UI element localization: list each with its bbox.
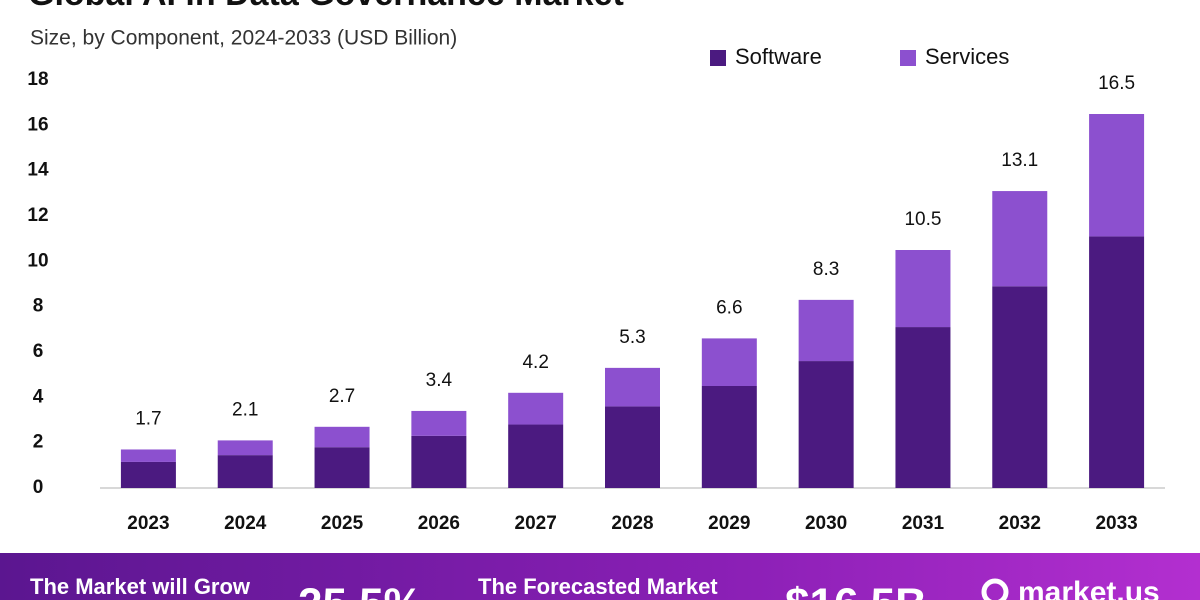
y-tick-label: 6 (33, 341, 44, 362)
bar-segment (217, 440, 273, 456)
total-label: 5.3 (619, 327, 645, 348)
y-tick-label: 18 (27, 69, 48, 90)
y-tick-label: 4 (33, 386, 44, 407)
x-tick-label: 2031 (902, 513, 945, 534)
x-tick-label: 2033 (1095, 513, 1137, 534)
total-label: 6.6 (716, 297, 742, 318)
bar-segment (895, 250, 951, 328)
total-label: 16.5 (1098, 73, 1135, 94)
y-tick-label: 12 (27, 205, 48, 226)
bar-segment (120, 449, 176, 462)
footer-banner: The Market will Grow 25.5% The Forecaste… (0, 553, 1200, 600)
bar-segment (217, 455, 273, 488)
total-label: 8.3 (813, 259, 839, 280)
bar-segment (1089, 114, 1145, 237)
bar-segment (895, 327, 951, 488)
x-tick-label: 2029 (708, 513, 750, 534)
total-label: 10.5 (904, 209, 941, 230)
total-label: 2.1 (232, 399, 258, 420)
y-tick-label: 16 (27, 114, 48, 135)
bar-segment (605, 367, 660, 407)
bar-segment (605, 406, 660, 488)
bar-segment (701, 386, 757, 488)
total-label: 4.2 (522, 352, 548, 373)
bar-segment (411, 410, 467, 436)
x-tick-label: 2026 (418, 513, 460, 534)
bar-segment (314, 426, 370, 448)
chart-title: Global AI in Data Governance Market (28, 0, 624, 13)
logo-icon (981, 578, 1009, 600)
x-tick-label: 2024 (224, 513, 267, 534)
growth-label: The Market will Grow (30, 574, 251, 599)
bar-segment (120, 461, 176, 488)
y-tick-label: 8 (33, 296, 44, 317)
bar-segment (1089, 236, 1145, 488)
banner-background (0, 553, 1200, 600)
bar-segment (701, 338, 757, 386)
total-label: 3.4 (426, 370, 453, 391)
legend-label: Services (925, 44, 1009, 69)
y-tick-label: 2 (33, 432, 44, 453)
y-tick-label: 0 (33, 477, 44, 498)
x-tick-label: 2025 (321, 513, 364, 534)
forecast-label: The Forecasted Market (478, 574, 718, 599)
bar-segment (411, 435, 467, 488)
bar-segment (798, 299, 854, 362)
bar-segment (508, 392, 564, 425)
x-tick-label: 2023 (127, 513, 169, 534)
chart-subtitle: Size, by Component, 2024-2033 (USD Billi… (30, 27, 457, 50)
legend-label: Software (735, 44, 822, 69)
total-label: 13.1 (1001, 150, 1038, 171)
legend-swatch (900, 50, 916, 66)
y-tick-label: 14 (27, 160, 49, 181)
bar-segment (992, 286, 1048, 488)
bar-segment (314, 447, 370, 488)
x-tick-label: 2030 (805, 513, 847, 534)
bar-segment (798, 361, 854, 488)
bar-segment (508, 424, 564, 488)
legend-swatch (710, 50, 726, 66)
growth-value: 25.5% (298, 580, 423, 600)
x-tick-label: 2032 (999, 513, 1041, 534)
y-tick-label: 10 (27, 250, 48, 271)
bar-segment (992, 191, 1048, 287)
forecast-value: $16.5B (785, 580, 927, 600)
x-tick-label: 2027 (515, 513, 557, 534)
brand: market.us (1018, 576, 1160, 600)
total-label: 1.7 (135, 408, 161, 429)
total-label: 2.7 (329, 386, 355, 407)
x-tick-label: 2028 (611, 513, 653, 534)
